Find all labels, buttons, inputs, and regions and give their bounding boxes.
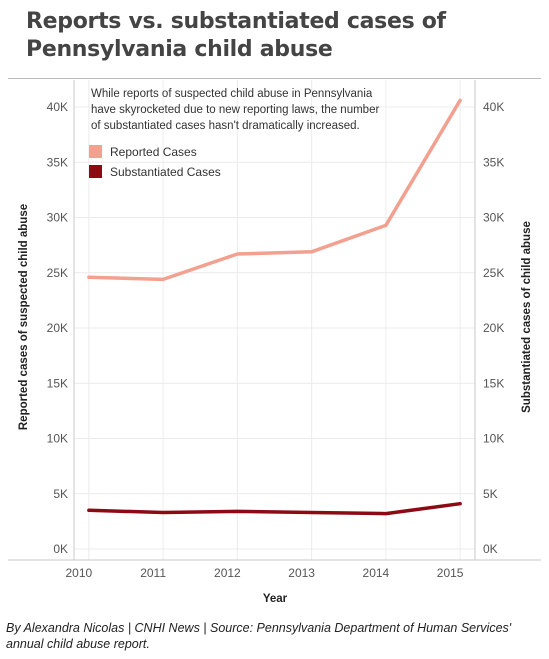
series-line-substantiated-cases — [87, 501, 462, 516]
annotation-line: While reports of suspected child abuse i… — [91, 88, 373, 100]
axis-ticks: 0K 0K 5K 5K 10K 10K 15K 15K 20K 20K 25K 25K 30K 30K 35… — [47, 100, 505, 580]
y-tick-label-left: 20K — [47, 321, 68, 335]
x-tick-label: 2015 — [437, 566, 464, 580]
y-tick-label-left: 35K — [47, 155, 68, 169]
x-tick-label: 2013 — [288, 566, 315, 580]
title-divider — [8, 78, 541, 79]
legend-label: Reported Cases — [110, 145, 197, 159]
y-tick-label-right: 20K — [483, 321, 504, 335]
annotation: While reports of suspected child abuse i… — [91, 88, 379, 132]
series-lines — [87, 98, 462, 516]
y-tick-label-left: 25K — [47, 266, 68, 280]
y-tick-label-right: 15K — [483, 376, 504, 390]
y-tick-label-right: 5K — [483, 487, 498, 501]
chart-title-line-1: Reports vs. substantiated cases of — [26, 9, 446, 34]
byline: By Alexandra Nicolas | CNHI News | Sourc… — [6, 620, 546, 652]
legend: Reported Cases Substantiated Cases — [89, 145, 221, 179]
y-tick-label-right: 10K — [483, 432, 504, 446]
y-tick-label-right: 30K — [483, 211, 504, 225]
y-tick-label-left: 5K — [53, 487, 68, 501]
byline-line-2: annual child abuse report. — [6, 637, 150, 651]
x-tick-label: 2014 — [363, 566, 390, 580]
y-tick-label-left: 40K — [47, 100, 68, 114]
y-tick-label-left: 30K — [47, 211, 68, 225]
y-axis-title-left: Reported cases of suspected child abuse — [18, 204, 30, 430]
plot-frame — [8, 80, 541, 561]
y-tick-label-left: 10K — [47, 432, 68, 446]
y-axis-title-right: Substantiated cases of child abuse — [521, 221, 533, 413]
axis-titles: Year Reported cases of suspected child ab… — [18, 204, 533, 605]
chart-title-line-2: Pennsylvania child abuse — [26, 37, 333, 62]
chart-title: Reports vs. substantiated cases of Penns… — [26, 8, 526, 64]
annotation-line: of substantiated cases hasn't dramatical… — [91, 120, 360, 132]
gridlines — [74, 80, 475, 560]
legend-label: Substantiated Cases — [110, 165, 221, 179]
series-line-reported-cases — [87, 98, 462, 282]
y-tick-label-left: 15K — [47, 376, 68, 390]
y-tick-label-right: 40K — [483, 100, 504, 114]
y-tick-label-right: 25K — [483, 266, 504, 280]
y-tick-label-right: 35K — [483, 155, 504, 169]
annotation-line: have skyrocketed due to new reporting la… — [91, 104, 379, 116]
x-tick-label: 2011 — [140, 566, 166, 580]
x-tick-label: 2010 — [66, 566, 93, 580]
y-tick-label-right: 0K — [483, 542, 498, 556]
x-axis-title: Year — [263, 593, 288, 605]
y-tick-label-left: 0K — [53, 542, 68, 556]
x-tick-label: 2012 — [214, 566, 241, 580]
legend-swatch — [89, 165, 102, 178]
byline-line-1: By Alexandra Nicolas | CNHI News | Sourc… — [6, 621, 512, 635]
legend-swatch — [89, 145, 102, 158]
